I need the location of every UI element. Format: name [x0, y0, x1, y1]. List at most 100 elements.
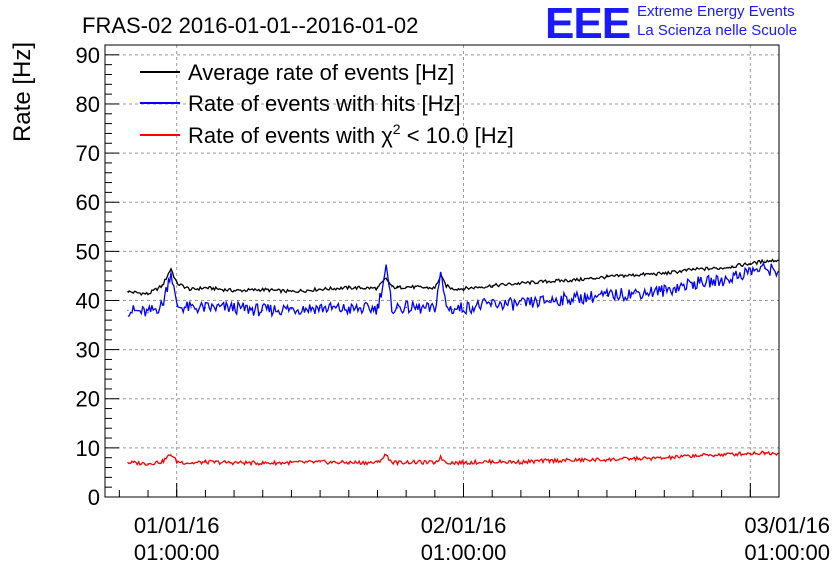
series-1-point	[396, 307, 399, 309]
series-0-point	[385, 277, 387, 279]
y-tick-label: 20	[76, 387, 100, 412]
series-1-point	[749, 270, 751, 272]
x-tick-date-label: 01/01/16	[134, 513, 220, 538]
series-1-point	[764, 267, 766, 270]
series-2-point	[451, 462, 453, 464]
chi-symbol: χ	[381, 123, 393, 148]
series-2-point	[634, 458, 637, 460]
series-0-point	[405, 286, 407, 288]
series-2-point	[405, 461, 407, 463]
x-tick-time-label: 01:00:00	[744, 540, 830, 565]
y-tick-label: 90	[76, 43, 100, 68]
chi-superscript: 2	[393, 121, 401, 137]
legend-text-post: < 10.0 [Hz]	[401, 123, 514, 148]
series-1-point	[161, 304, 163, 306]
series-2-point	[721, 454, 723, 456]
series-0-point	[606, 276, 608, 278]
series-1-point	[548, 299, 551, 302]
series-0-point	[391, 286, 393, 288]
series-2-point	[396, 462, 399, 464]
series-1-point	[577, 297, 579, 299]
series-0-point	[445, 285, 447, 287]
series-1-point	[445, 305, 447, 307]
series-0-point	[749, 263, 751, 265]
series-0-point	[319, 288, 321, 290]
series-0-point	[520, 282, 522, 284]
y-tick-label: 30	[76, 338, 100, 363]
series-2-point	[190, 462, 192, 464]
series-2-point	[462, 462, 465, 464]
series-2-point	[764, 452, 766, 454]
series-0-point	[451, 288, 453, 290]
series-0-point	[127, 291, 129, 293]
series-0-point	[764, 260, 766, 262]
chart-title: FRAS-02 2016-01-01--2016-01-02	[82, 13, 418, 38]
legend-text-pre: Rate of events with	[188, 123, 381, 148]
series-2-point	[290, 462, 293, 464]
series-line-2	[127, 450, 780, 467]
series-2-point	[233, 462, 235, 464]
series-1-point	[127, 309, 129, 311]
y-tick-label: 50	[76, 239, 100, 264]
series-2-point	[439, 457, 442, 459]
series-2-point	[348, 462, 350, 464]
series-0-point	[233, 290, 235, 292]
legend: Average rate of events [Hz] Rate of event…	[140, 60, 514, 148]
series-1-point	[376, 307, 379, 309]
series-2-point	[491, 461, 493, 463]
series-0-point	[161, 285, 163, 287]
series-1-point	[190, 307, 192, 309]
series-line-0	[127, 258, 780, 297]
series-1-point	[176, 305, 178, 307]
logo-line-1: Extreme Energy Events	[637, 3, 795, 20]
series-2-point	[127, 462, 129, 464]
series-0-point	[721, 267, 723, 269]
series-1-point	[290, 308, 293, 310]
series-1-point	[692, 282, 694, 284]
series-1-point	[348, 308, 350, 310]
series-2-point	[520, 461, 522, 463]
series-2-point	[548, 460, 551, 462]
series-1-point	[262, 309, 264, 311]
series-1-point	[233, 307, 235, 309]
series-0-point	[491, 285, 493, 287]
y-tick-label: 70	[76, 141, 100, 166]
series-2-point	[262, 462, 264, 464]
y-tick-label: 80	[76, 92, 100, 117]
series-1-point	[439, 272, 442, 275]
series-1-point	[634, 292, 637, 294]
y-tick-label: 40	[76, 288, 100, 313]
series-2-point	[161, 461, 163, 463]
series-1-point	[147, 312, 149, 314]
series-0-point	[348, 287, 350, 289]
series-0-point	[548, 280, 551, 282]
series-1-point	[721, 280, 723, 282]
series-2-point	[434, 462, 436, 464]
series-2-point	[445, 461, 447, 463]
series-2-point	[176, 461, 178, 463]
series-1-point	[491, 303, 493, 305]
x-tick-date-label: 02/01/16	[421, 513, 507, 538]
series-0-point	[190, 289, 192, 291]
series-0-point	[176, 282, 178, 284]
series-1-point	[434, 308, 436, 310]
series-1-point	[606, 294, 608, 297]
series-1-point	[204, 307, 206, 309]
series-0-point	[396, 287, 399, 289]
logo-line-2: La Scienza nelle Scuole	[637, 22, 798, 39]
legend-entry-2: Rate of events with χ2 < 10.0 [Hz]	[188, 121, 514, 148]
series-2-point	[147, 462, 149, 465]
series-1-point	[405, 306, 407, 308]
legend-entry-0: Average rate of events [Hz]	[188, 60, 454, 85]
series-0-point	[262, 289, 264, 291]
series-2-point	[376, 462, 379, 464]
series-1-point	[451, 308, 453, 310]
legend-entry-1: Rate of events with hits [Hz]	[188, 91, 461, 116]
eee-logo: EEE	[545, 0, 631, 48]
series-0-point	[204, 287, 206, 289]
series-2-point	[204, 461, 206, 463]
series-0-point	[577, 279, 579, 281]
series-2-point	[170, 453, 172, 455]
series-1-point	[663, 290, 665, 292]
